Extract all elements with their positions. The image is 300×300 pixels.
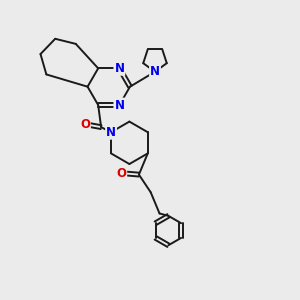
Text: N: N bbox=[114, 99, 124, 112]
Text: O: O bbox=[80, 118, 90, 131]
Text: N: N bbox=[114, 62, 124, 75]
Text: N: N bbox=[150, 65, 160, 78]
Text: N: N bbox=[106, 126, 116, 139]
Text: O: O bbox=[116, 167, 126, 180]
